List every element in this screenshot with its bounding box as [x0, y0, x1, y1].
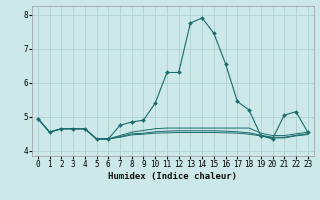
X-axis label: Humidex (Indice chaleur): Humidex (Indice chaleur) [108, 172, 237, 181]
